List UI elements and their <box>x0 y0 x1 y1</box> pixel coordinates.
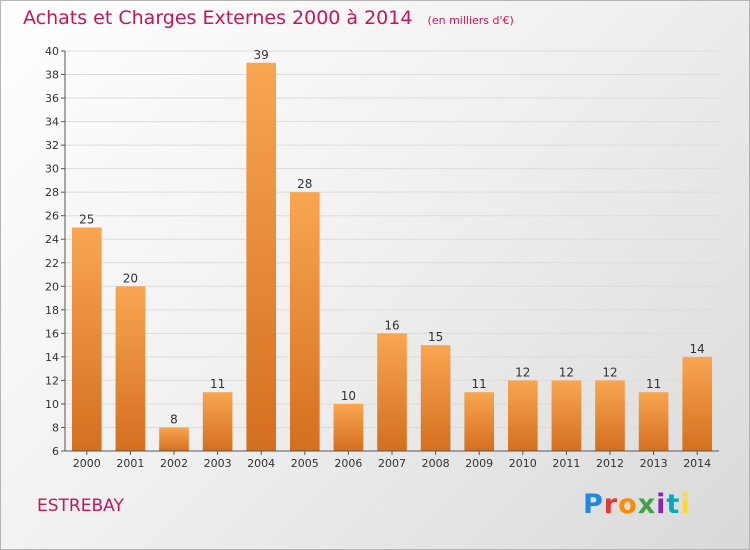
bar <box>377 333 407 451</box>
bar <box>333 403 364 451</box>
data-label: 10 <box>341 389 356 403</box>
x-axis-ticks: 2000 2001 2002 2003 2004 2005 2006 2007 2008 2009… <box>73 451 711 470</box>
y-tick-label: 18 <box>45 304 59 317</box>
data-label: 12 <box>515 365 530 379</box>
x-tick-label: 2007 <box>378 457 406 470</box>
x-tick-label: 2010 <box>509 457 537 470</box>
data-label: 11 <box>646 377 661 391</box>
logo-letter: t <box>666 489 681 520</box>
logo-letter: P <box>583 489 604 520</box>
y-tick-label: 20 <box>45 280 59 293</box>
bar <box>464 392 495 451</box>
data-label: 11 <box>210 377 225 391</box>
data-label: 25 <box>79 212 94 226</box>
x-tick-label: 2008 <box>422 457 450 470</box>
y-tick-label: 22 <box>45 257 59 270</box>
y-tick-label: 8 <box>52 421 59 434</box>
bar <box>71 227 102 451</box>
bar <box>682 356 713 451</box>
logo-letter: o <box>618 489 638 520</box>
x-tick-label: 2012 <box>596 457 624 470</box>
data-label: 12 <box>559 365 574 379</box>
x-tick-label: 2003 <box>204 457 232 470</box>
y-tick-label: 12 <box>45 374 59 387</box>
x-tick-label: 2013 <box>640 457 668 470</box>
data-label: 8 <box>170 412 178 426</box>
data-label: 15 <box>428 330 443 344</box>
x-tick-label: 2006 <box>334 457 362 470</box>
town-name: ESTREBAY <box>37 496 124 516</box>
title-row: Achats et Charges Externes 2000 à 2014 (… <box>23 7 514 29</box>
bar <box>595 380 625 451</box>
y-tick-label: 40 <box>45 45 59 58</box>
bar <box>202 392 233 451</box>
y-tick-label: 36 <box>45 92 59 105</box>
proxiti-logo[interactable]: Proxiti <box>583 489 691 520</box>
data-label: 12 <box>602 365 617 379</box>
chart-title: Achats et Charges Externes 2000 à 2014 <box>23 7 413 29</box>
x-tick-label: 2009 <box>465 457 493 470</box>
bar <box>551 380 582 451</box>
logo-letter: r <box>603 489 619 520</box>
y-tick-label: 34 <box>45 116 59 129</box>
x-tick-label: 2000 <box>73 457 101 470</box>
data-label: 20 <box>123 271 138 285</box>
y-tick-label: 6 <box>52 445 59 458</box>
bar <box>246 62 277 451</box>
y-axis-ticks: 6 8 10 12 14 16 18 20 22 24 26 28 30 32 34 36 38 40 <box>45 45 65 458</box>
y-tick-label: 28 <box>45 186 59 199</box>
x-tick-label: 2004 <box>247 457 275 470</box>
bar <box>507 380 538 451</box>
data-label: 11 <box>472 377 487 391</box>
x-tick-label: 2011 <box>552 457 580 470</box>
y-tick-label: 24 <box>45 233 59 246</box>
y-tick-label: 10 <box>45 398 59 411</box>
chart-subtitle: (en milliers d'€) <box>427 14 514 27</box>
y-tick-label: 26 <box>45 210 59 223</box>
x-tick-label: 2002 <box>160 457 188 470</box>
bar <box>115 286 146 451</box>
data-labels: 25 20 8 11 39 28 10 16 15 11 12 12 12 11 14 <box>79 48 705 427</box>
data-label: 16 <box>384 318 399 332</box>
bar <box>289 192 320 452</box>
data-label: 28 <box>297 177 312 191</box>
bar <box>420 345 451 451</box>
y-tick-label: 32 <box>45 139 59 152</box>
logo-letter: i <box>656 489 667 520</box>
x-tick-label: 2014 <box>683 457 711 470</box>
y-tick-label: 16 <box>45 327 59 340</box>
bars <box>71 62 713 452</box>
logo-letter: x <box>637 489 657 520</box>
y-tick-label: 38 <box>45 69 59 82</box>
logo-letter: i <box>680 489 691 520</box>
bar <box>638 392 669 451</box>
data-label: 39 <box>254 48 269 62</box>
bar <box>159 427 189 451</box>
y-tick-label: 14 <box>45 351 59 364</box>
data-label: 14 <box>690 342 705 356</box>
y-tick-label: 30 <box>45 163 59 176</box>
axes <box>64 51 719 452</box>
x-tick-label: 2005 <box>291 457 319 470</box>
x-tick-label: 2001 <box>116 457 144 470</box>
